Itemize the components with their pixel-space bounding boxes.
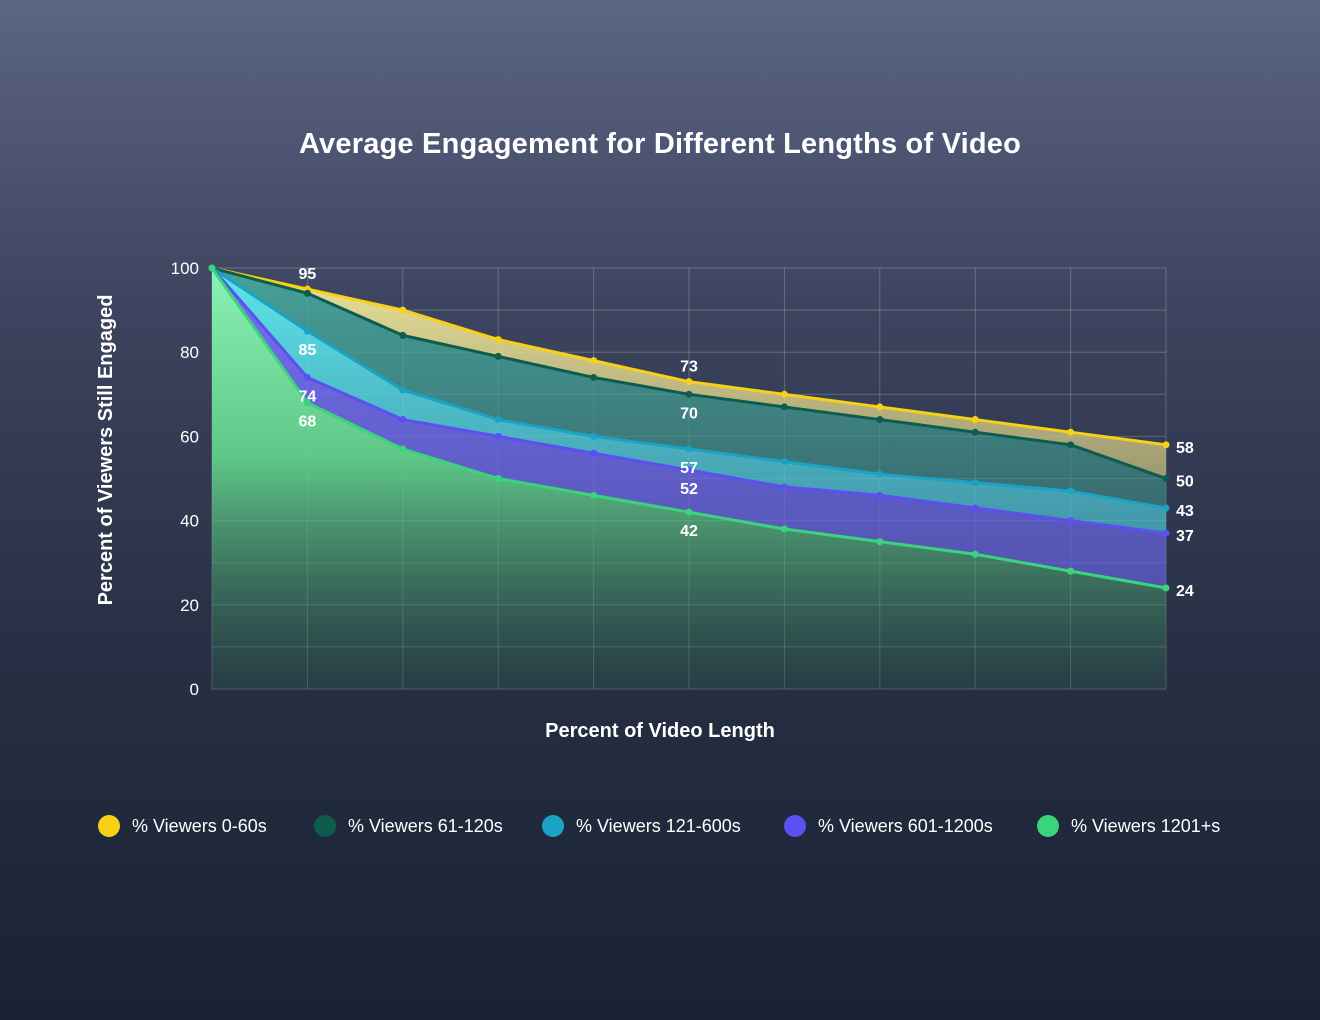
data-point [780, 483, 788, 491]
y-tick-label: 40 [180, 512, 199, 531]
data-point [876, 538, 884, 546]
y-tick-label: 100 [171, 259, 199, 278]
legend-item-1201s: % Viewers 1201+s [1037, 810, 1220, 842]
y-tick-label: 80 [180, 343, 199, 362]
data-label: 74 [299, 388, 317, 405]
data-point [1162, 475, 1170, 482]
data-point [590, 373, 598, 381]
data-point [399, 306, 407, 314]
data-point [1067, 441, 1075, 449]
legend-item-0-60s: % Viewers 0-60s [98, 810, 267, 842]
band-61-120s [212, 268, 1166, 508]
data-point [494, 432, 502, 440]
data-point [685, 445, 693, 453]
band-1201s [212, 268, 1166, 689]
data-label: 57 [680, 460, 698, 477]
legend-item-61-120s: % Viewers 61-120s [314, 810, 503, 842]
data-label: 73 [680, 359, 698, 376]
data-point [780, 403, 788, 411]
data-label: 50 [1176, 474, 1194, 491]
data-point [494, 416, 502, 424]
legend-item-601-1200s: % Viewers 601-1200s [784, 810, 993, 842]
data-point [876, 491, 884, 499]
legend-label: % Viewers 61-120s [348, 815, 503, 836]
data-point [971, 550, 979, 558]
data-label: 37 [1176, 528, 1194, 545]
data-point [494, 352, 502, 360]
data-point [208, 264, 216, 272]
legend-item-121-600s: % Viewers 121-600s [542, 810, 741, 842]
data-point [303, 289, 311, 297]
data-point [780, 458, 788, 466]
data-point [303, 373, 311, 381]
legend-swatch-purple [784, 815, 806, 837]
data-point [876, 470, 884, 478]
data-point [1067, 567, 1075, 575]
data-point [780, 390, 788, 398]
legend-swatch-yellow [98, 815, 120, 837]
legend-swatch-dark-teal [314, 815, 336, 837]
legend-swatch-green [1037, 815, 1059, 837]
legend-label: % Viewers 1201+s [1071, 815, 1221, 836]
data-point [876, 416, 884, 424]
legend-label: % Viewers 601-1200s [818, 815, 993, 836]
y-tick-label: 20 [180, 596, 199, 615]
data-point [1067, 517, 1075, 525]
data-point [1162, 529, 1170, 537]
data-point [685, 466, 693, 474]
data-label: 24 [1176, 583, 1194, 600]
data-labels: 95 85 74 68 73 70 57 52 42 58 50 43 37 24 [299, 266, 1194, 600]
data-point [399, 445, 407, 453]
data-point [590, 357, 598, 365]
data-point [780, 525, 788, 533]
y-axis-title: Percent of Viewers Still Engaged [95, 295, 117, 606]
data-label: 43 [1176, 503, 1194, 520]
data-point [1162, 504, 1170, 512]
legend-swatch-cyan [542, 815, 564, 837]
data-point [1067, 428, 1075, 436]
y-tick-label: 60 [180, 427, 199, 446]
data-label: 68 [299, 414, 317, 431]
data-point [876, 403, 884, 411]
data-point [494, 336, 502, 344]
data-point [685, 378, 693, 386]
data-label: 58 [1176, 440, 1194, 457]
y-tick-label: 0 [190, 680, 199, 699]
data-label: 95 [299, 266, 317, 283]
data-point [1067, 487, 1075, 495]
data-point [971, 504, 979, 512]
data-point [494, 475, 502, 482]
data-point [971, 416, 979, 424]
data-point [590, 449, 598, 457]
data-point [399, 331, 407, 339]
chart-title: Average Engagement for Different Lengths… [298, 128, 1021, 160]
legend-label: % Viewers 121-600s [576, 815, 741, 836]
y-axis-ticks: 0 20 40 60 80 100 [171, 259, 199, 699]
x-axis-title: Percent of Video Length [545, 720, 775, 742]
data-point [590, 432, 598, 440]
data-point [399, 416, 407, 424]
data-label: 42 [680, 523, 698, 540]
data-point [685, 508, 693, 516]
data-label: 85 [299, 342, 317, 359]
data-point [590, 491, 598, 499]
data-label: 70 [680, 405, 698, 422]
data-point [685, 390, 693, 398]
data-points [208, 264, 1170, 592]
band-601-1200s [212, 268, 1166, 588]
data-label: 52 [680, 481, 698, 498]
data-point [303, 327, 311, 335]
data-point [399, 386, 407, 394]
data-point [971, 428, 979, 436]
data-point [1162, 584, 1170, 592]
legend-label: % Viewers 0-60s [132, 815, 267, 836]
data-point [1162, 441, 1170, 449]
band-121-600s [212, 268, 1166, 534]
data-point [971, 479, 979, 487]
data-point [303, 399, 311, 407]
